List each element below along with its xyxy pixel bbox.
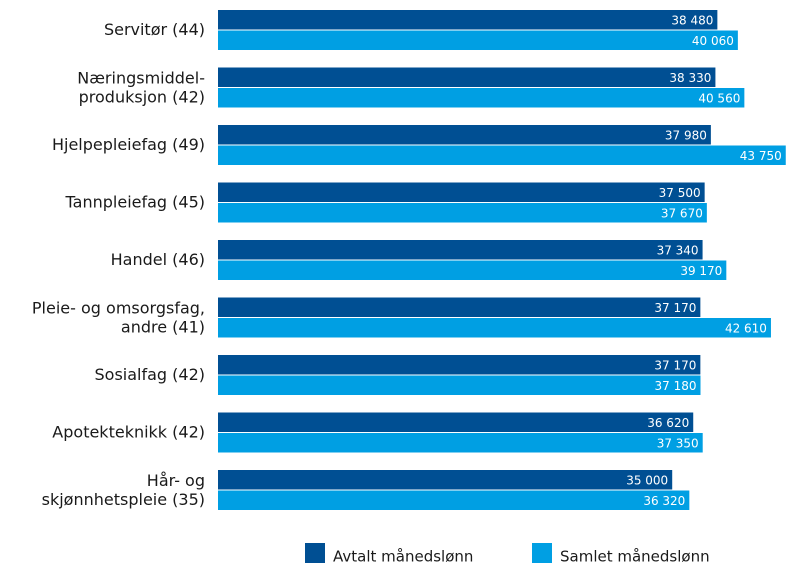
legend-swatch bbox=[305, 543, 325, 563]
value-label: 37 170 bbox=[654, 358, 696, 372]
category-label: Hjelpepleiefag (49) bbox=[52, 135, 205, 154]
category-label: Næringsmiddel-produksjon (42) bbox=[77, 68, 205, 106]
bar bbox=[218, 10, 718, 30]
value-label: 43 750 bbox=[740, 149, 782, 163]
value-label: 37 340 bbox=[657, 243, 699, 257]
bar bbox=[218, 433, 703, 453]
category-label: Tannpleiefag (45) bbox=[65, 193, 205, 212]
bar bbox=[218, 470, 673, 490]
category-label: Pleie- og omsorgsfag, andre (41) bbox=[32, 298, 205, 336]
legend-swatch bbox=[532, 543, 552, 563]
value-label: 37 980 bbox=[665, 128, 707, 142]
value-label: 37 170 bbox=[654, 301, 696, 315]
bar bbox=[218, 67, 716, 87]
bar bbox=[218, 182, 705, 202]
legend-label: Avtalt månedslønn bbox=[333, 548, 473, 566]
value-label: 40 060 bbox=[692, 34, 734, 48]
bar bbox=[218, 125, 711, 145]
legend-label: Samlet månedslønn bbox=[560, 548, 710, 566]
category-label: Apotekteknikk (42) bbox=[52, 423, 205, 442]
bar bbox=[218, 297, 701, 317]
bar bbox=[218, 30, 738, 50]
value-label: 40 560 bbox=[698, 91, 740, 105]
bar bbox=[218, 203, 707, 223]
value-label: 38 480 bbox=[671, 13, 713, 27]
value-label: 37 350 bbox=[657, 436, 699, 450]
bar bbox=[218, 240, 703, 260]
bar bbox=[218, 355, 701, 375]
category-label: Hår- og skjønnhetspleie (35) bbox=[42, 470, 205, 508]
category-label: Servitør (44) bbox=[104, 20, 205, 39]
value-label: 37 180 bbox=[654, 379, 696, 393]
value-label: 39 170 bbox=[680, 264, 722, 278]
value-label: 42 610 bbox=[725, 321, 767, 335]
value-label: 38 330 bbox=[669, 71, 711, 85]
value-label: 35 000 bbox=[626, 473, 668, 487]
bar bbox=[218, 490, 690, 510]
value-label: 37 670 bbox=[661, 206, 703, 220]
bar bbox=[218, 88, 745, 108]
category-label: Sosialfag (42) bbox=[95, 365, 206, 384]
bar bbox=[218, 145, 786, 165]
bar bbox=[218, 318, 771, 338]
bar bbox=[218, 375, 701, 395]
bar bbox=[218, 260, 727, 280]
category-label: Handel (46) bbox=[111, 250, 205, 269]
value-label: 36 320 bbox=[643, 494, 685, 508]
value-label: 36 620 bbox=[647, 416, 689, 430]
value-label: 37 500 bbox=[659, 186, 701, 200]
bar bbox=[218, 412, 694, 432]
